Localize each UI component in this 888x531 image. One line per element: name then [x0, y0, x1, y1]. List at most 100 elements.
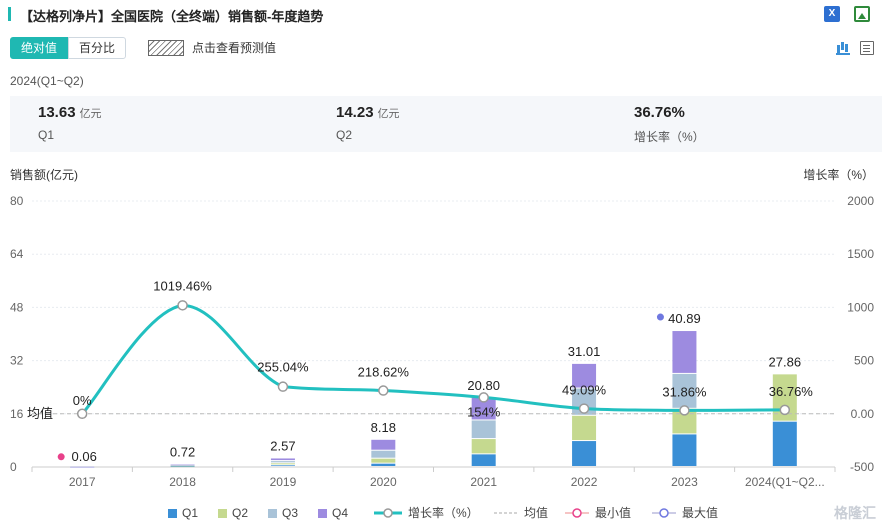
bar-segment-q1	[170, 466, 195, 468]
percent-button[interactable]: 百分比	[68, 37, 127, 59]
bar-segment-q3	[471, 420, 496, 439]
image-export-icon[interactable]	[854, 6, 870, 22]
bar-segment-q1	[772, 421, 797, 466]
bar-segment-q3	[371, 450, 396, 458]
legend-label: 增长率（%）	[408, 505, 479, 520]
view-switch	[836, 41, 874, 55]
x-tick-label: 2023	[671, 475, 698, 489]
bar-segment-q4	[170, 464, 195, 466]
y-tick-label: 32	[10, 354, 24, 368]
bar-segment-q1	[471, 454, 496, 466]
y-tick-label: 48	[10, 300, 24, 314]
stat-label: 增长率（%）	[634, 130, 705, 144]
bar-segment-q4	[672, 331, 697, 373]
legend-label: Q2	[232, 506, 248, 520]
bar-segment-q2	[471, 439, 496, 454]
x-tick-label: 2021	[470, 475, 497, 489]
growth-rate-label: 255.04%	[257, 360, 309, 375]
x-tick-label: 2018	[169, 475, 196, 489]
chart-title: 【达格列净片】全国医院（全终端）销售额-年度趋势	[20, 9, 324, 24]
stat-value: 14.23	[336, 104, 374, 121]
excel-export-icon[interactable]: X	[824, 6, 840, 22]
y2-tick-label: 1500	[847, 247, 874, 261]
legend-label: 均值	[524, 505, 548, 520]
y2-tick-label: 1000	[847, 300, 874, 314]
legend-min-point	[572, 508, 582, 518]
legend-label: 最大值	[682, 505, 718, 520]
x-tick-label: 2017	[69, 475, 96, 489]
y2-tick-label: 0.00	[851, 407, 875, 421]
x-tick-label: 2019	[270, 475, 297, 489]
growth-rate-label: 36.76%	[769, 384, 814, 399]
stat-growth: 36.76% 增长率（%）	[634, 104, 705, 145]
stat-label: Q1	[38, 128, 55, 142]
y2-tick-label: -500	[850, 460, 874, 474]
bar-chart-icon[interactable]	[836, 41, 850, 55]
summary-panel: 13.63 亿元 Q1 14.23 亿元 Q2 36.76% 增长率（%）	[10, 96, 882, 152]
legend-label: Q1	[182, 506, 198, 520]
x-tick-label: 2020	[370, 475, 397, 489]
stat-unit: 亿元	[79, 108, 102, 120]
growth-rate-label: 0%	[73, 393, 92, 408]
forecast-toggle[interactable]: 点击查看预测值	[148, 39, 276, 56]
bar-total-label: 2.57	[270, 438, 295, 453]
bar-total-label: 0.72	[170, 445, 195, 460]
legend-max-point	[659, 508, 669, 518]
table-icon[interactable]	[860, 41, 874, 55]
watermark: 格隆汇	[834, 505, 876, 521]
legend-swatch-q1	[168, 509, 177, 518]
bar-total-label: 40.89	[668, 311, 701, 326]
legend-swatch-q3	[268, 509, 277, 518]
x-tick-label: 2022	[571, 475, 598, 489]
growth-rate-label: 154%	[467, 404, 501, 419]
bar-segment-q3	[170, 465, 195, 466]
bar-segment-q4	[371, 439, 396, 450]
bar-segment-q1	[572, 441, 597, 466]
summary-period: 2024(Q1~Q2)	[10, 74, 84, 88]
growth-rate-point	[277, 381, 289, 392]
legend-label: Q3	[282, 506, 298, 520]
growth-rate-point	[779, 404, 791, 416]
legend-label: Q4	[332, 506, 348, 520]
y-tick-label: 80	[10, 194, 24, 208]
growth-rate-label: 218.62%	[358, 365, 410, 380]
legend-growth-point	[383, 508, 393, 518]
stat-label: Q2	[336, 128, 353, 142]
stat-value: 13.63	[38, 104, 76, 121]
growth-rate-label: 31.86%	[662, 384, 707, 399]
stat-q2: 14.23 亿元 Q2	[336, 104, 400, 142]
y2-tick-label: 2000	[847, 194, 874, 208]
growth-rate-label: 49.09%	[562, 383, 607, 398]
bar-segment-q1	[270, 465, 295, 466]
bar-segment-q2	[170, 465, 195, 467]
stat-q1: 13.63 亿元 Q1	[38, 104, 102, 142]
value-mode-toggle: 绝对值 百分比	[10, 37, 127, 59]
title-bar: 【达格列净片】全国医院（全终端）销售额-年度趋势 X	[8, 4, 880, 24]
bar-segment-q1	[672, 434, 697, 466]
y-tick-label: 64	[10, 247, 24, 261]
y-axis-title: 销售额(亿元)	[10, 168, 78, 182]
bar-segment-q4	[70, 466, 95, 468]
bar-total-label: 0.06	[72, 449, 97, 464]
bar-segment-q2	[371, 458, 396, 463]
y2-tick-label: 500	[854, 354, 874, 368]
absolute-value-button[interactable]: 绝对值	[10, 37, 69, 59]
bar-segment-q4	[572, 363, 597, 388]
max-marker	[656, 313, 664, 321]
bar-segment-q1	[371, 463, 396, 466]
forecast-label: 点击查看预测值	[192, 41, 277, 55]
legend-label: 最小值	[595, 505, 631, 520]
export-icons: X	[824, 6, 870, 22]
y-tick-label: 16	[10, 407, 24, 421]
stat-unit: 亿元	[377, 108, 400, 120]
growth-rate-label: 1019.46%	[153, 278, 212, 293]
bar-total-label: 31.01	[568, 344, 601, 359]
title-accent-bar	[8, 7, 11, 21]
bar-segment-q2	[572, 415, 597, 441]
min-marker	[57, 453, 65, 461]
bar-total-label: 20.80	[467, 378, 500, 393]
growth-rate-point	[76, 408, 88, 420]
bar-segment-q2	[270, 463, 295, 465]
growth-rate-point	[679, 405, 690, 416]
